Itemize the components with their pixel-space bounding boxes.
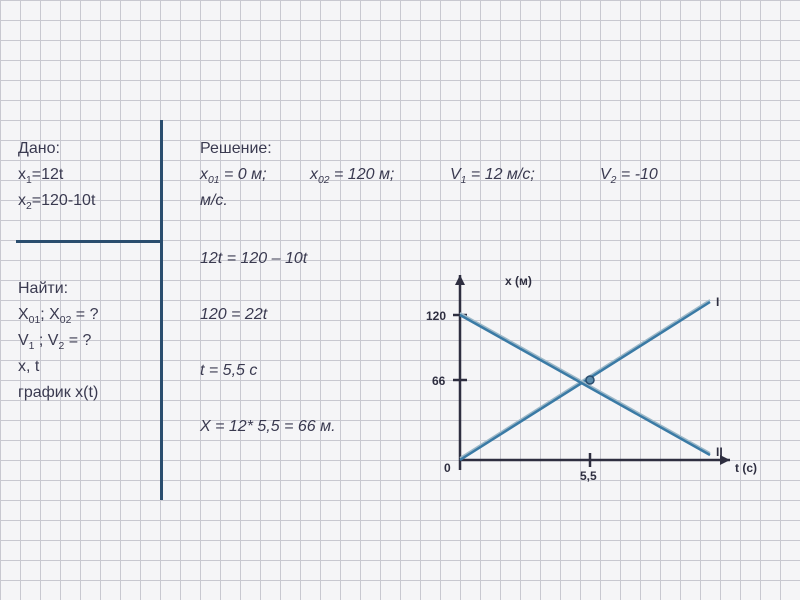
y-axis-arrow <box>455 275 465 285</box>
solution-l1d: V2 = -10 <box>600 166 658 186</box>
solution-l3: 120 = 22t <box>200 306 267 324</box>
solution-l1e: м/с. <box>200 192 228 210</box>
vertical-divider <box>160 120 163 500</box>
solution-heading: Решение: <box>200 140 272 158</box>
solution-l1a: x01 = 0 м; <box>200 166 267 186</box>
solution-l5: X = 12* 5,5 = 66 м. <box>200 418 336 436</box>
given-eq2: x2=120-10t <box>18 192 95 212</box>
given-eq1: x1=12t <box>18 166 63 186</box>
line-2-label: II <box>716 445 723 459</box>
find-l4: график x(t) <box>18 384 98 402</box>
solution-l1b: x02 = 120 м; <box>310 166 394 186</box>
find-l3: x, t <box>18 358 39 376</box>
given-heading: Дано: <box>18 140 60 158</box>
origin-label: 0 <box>444 461 451 475</box>
xtick-label-5-5: 5,5 <box>580 469 597 483</box>
find-l1: X01; X02 = ? <box>18 306 99 326</box>
line-1-label: I <box>716 295 719 309</box>
line-2-shadow <box>460 313 710 453</box>
graph: x (м) t (c) 120 66 5,5 0 I II <box>400 260 760 500</box>
page-root: Дано: x1=12t x2=120-10t Найти: X01; X02 … <box>0 0 800 600</box>
intersection-point <box>586 376 594 384</box>
find-heading: Найти: <box>18 280 68 298</box>
horizontal-divider <box>16 240 161 243</box>
find-l2: V1 ; V2 = ? <box>18 332 91 352</box>
solution-l4: t = 5,5 c <box>200 362 257 380</box>
x-axis-label: t (c) <box>735 461 757 475</box>
ytick-label-66: 66 <box>432 374 446 388</box>
line-1 <box>460 302 710 460</box>
y-axis-label: x (м) <box>505 274 532 288</box>
solution-l1c: V1 = 12 м/с; <box>450 166 535 186</box>
ytick-label-120: 120 <box>426 309 446 323</box>
solution-l2: 12t = 120 – 10t <box>200 250 307 268</box>
